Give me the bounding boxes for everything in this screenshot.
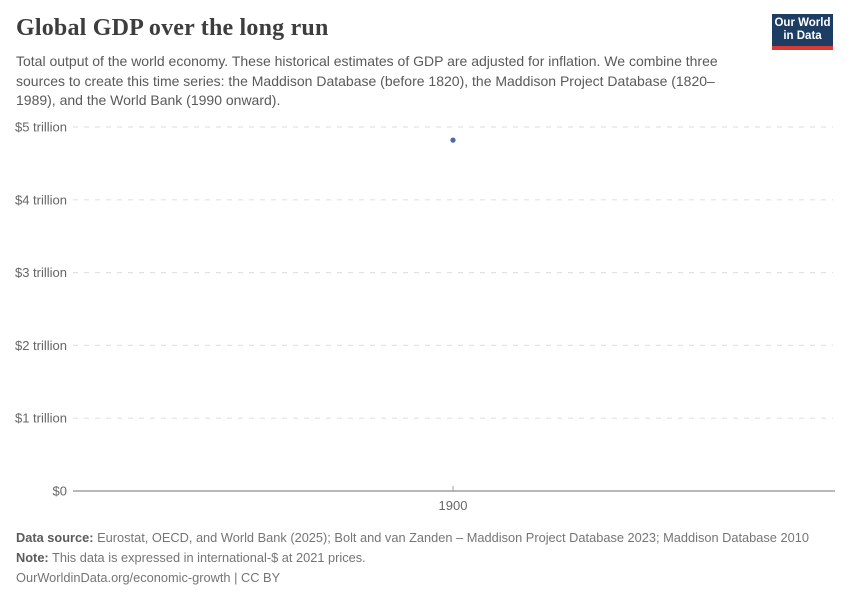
note-text: This data is expressed in international-…	[52, 550, 366, 565]
y-axis-tick-label: $4 trillion	[15, 192, 67, 207]
owid-url-link[interactable]: OurWorldinData.org/economic-growth	[16, 570, 231, 585]
owid-logo-line1: Our World	[774, 17, 831, 29]
gdp-scatter-chart: $0 $1 trillion $2 trillion $3 trillion $4 tr…	[15, 120, 835, 513]
page-title: Global GDP over the long run	[16, 15, 329, 41]
y-axis-tick-label: $2 trillion	[15, 338, 67, 353]
data-point[interactable]	[450, 137, 456, 143]
owid-logo[interactable]: Our World in Data	[772, 14, 833, 50]
y-axis-tick-label: $5 trillion	[15, 120, 67, 135]
datasource-label: Data source:	[16, 530, 94, 545]
owid-logo-line2: in Data	[783, 30, 822, 42]
y-axis-tick-label: $3 trillion	[15, 265, 67, 280]
chart-footer: Data source: Eurostat, OECD, and World B…	[16, 528, 836, 588]
footer-license-line: OurWorldinData.org/economic-growth | CC …	[16, 568, 836, 588]
y-axis-tick-label: $0	[53, 484, 67, 499]
datasource-text: Eurostat, OECD, and World Bank (2025); B…	[97, 530, 809, 545]
y-axis-tick-label: $1 trillion	[15, 411, 67, 426]
cc-by-link[interactable]: CC BY	[241, 570, 281, 585]
owid-logo-red-bar	[772, 46, 833, 50]
footer-note-line: Note: This data is expressed in internat…	[16, 548, 836, 568]
note-label: Note:	[16, 550, 49, 565]
footer-separator: |	[234, 570, 238, 585]
owid-logo-box: Our World in Data	[772, 14, 833, 46]
footer-datasource-line: Data source: Eurostat, OECD, and World B…	[16, 528, 836, 548]
x-axis-tick-label: 1900	[439, 498, 468, 513]
chart-subtitle: Total output of the world economy. These…	[16, 53, 718, 108]
